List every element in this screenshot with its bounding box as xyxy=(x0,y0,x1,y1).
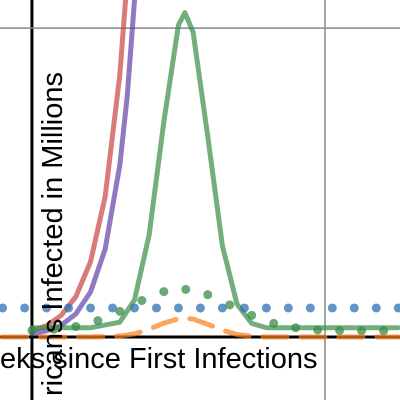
x-axis-label: eks since First Infections xyxy=(0,343,318,375)
dot xyxy=(291,323,301,333)
dot xyxy=(20,303,30,313)
dot xyxy=(71,321,81,331)
dot xyxy=(159,287,169,297)
y-axis-label: ricans Infected in Millions xyxy=(37,72,69,396)
dot xyxy=(335,326,345,336)
dot xyxy=(327,303,337,313)
dot xyxy=(64,303,74,313)
dot xyxy=(225,300,235,310)
dot xyxy=(217,303,227,313)
dot xyxy=(239,303,249,313)
plot-area xyxy=(0,0,400,340)
dot xyxy=(195,303,205,313)
dot xyxy=(173,303,183,313)
dot xyxy=(269,318,279,328)
dot xyxy=(86,303,96,313)
dot xyxy=(357,326,367,336)
dot xyxy=(0,303,8,313)
dot xyxy=(115,306,125,316)
curve xyxy=(29,0,129,334)
dot xyxy=(49,324,59,334)
dot xyxy=(379,326,389,336)
dot xyxy=(27,326,37,336)
dot xyxy=(371,303,381,313)
dot xyxy=(151,303,161,313)
dot xyxy=(108,303,118,313)
dot xyxy=(93,316,103,326)
curve xyxy=(0,315,400,340)
dot xyxy=(261,303,271,313)
dot xyxy=(247,310,257,320)
curve xyxy=(29,10,400,331)
dot xyxy=(130,303,140,313)
dot xyxy=(305,303,315,313)
dot xyxy=(137,296,147,306)
dot xyxy=(42,303,52,313)
dot xyxy=(313,325,323,335)
dot xyxy=(181,284,191,294)
dot xyxy=(203,290,213,300)
dot xyxy=(283,303,293,313)
dot xyxy=(349,303,359,313)
dot xyxy=(393,303,400,313)
